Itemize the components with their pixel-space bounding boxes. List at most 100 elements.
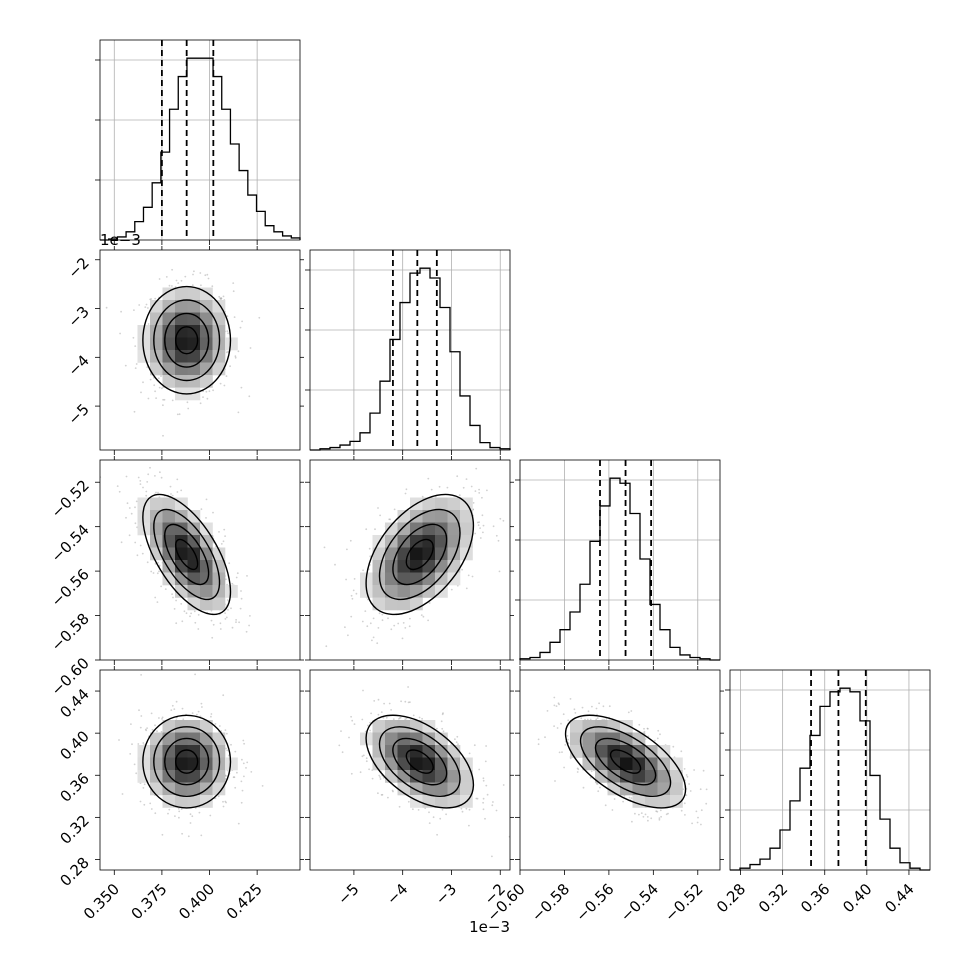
density-cell xyxy=(607,782,621,796)
sample-point xyxy=(338,744,341,747)
density-cell xyxy=(447,795,461,808)
sample-point xyxy=(365,757,368,760)
sample-point xyxy=(120,310,122,313)
sample-point xyxy=(573,708,576,711)
sample-point xyxy=(589,776,592,779)
sample-point xyxy=(377,627,380,629)
contour xyxy=(164,737,210,786)
sample-point xyxy=(175,700,178,703)
sample-point xyxy=(178,816,180,819)
sample-point xyxy=(340,730,342,732)
sample-point xyxy=(138,304,141,306)
density-cell xyxy=(150,325,163,338)
contour xyxy=(153,299,221,382)
sample-point xyxy=(478,521,480,524)
sample-point xyxy=(350,772,353,775)
sample-point xyxy=(388,702,391,705)
sample-point xyxy=(234,356,237,359)
density-cell xyxy=(397,560,411,573)
sample-point xyxy=(139,800,142,803)
sample-point xyxy=(161,833,164,836)
density-cell xyxy=(410,535,423,548)
sample-point xyxy=(478,488,480,491)
sample-point xyxy=(475,797,478,800)
sample-point xyxy=(197,628,200,630)
sample-point xyxy=(177,807,180,810)
sample-point xyxy=(261,785,264,787)
sample-point xyxy=(211,285,214,288)
density-cell xyxy=(397,782,411,796)
density-cell xyxy=(200,350,213,363)
sample-point xyxy=(482,777,485,780)
sample-point xyxy=(171,593,174,595)
density-cell xyxy=(212,560,226,573)
sample-point xyxy=(226,732,228,735)
sample-point xyxy=(182,718,185,721)
sample-point xyxy=(591,705,593,708)
hist-panel-3 xyxy=(725,669,931,875)
sample-point xyxy=(191,284,194,287)
sample-point xyxy=(192,273,194,276)
sample-point xyxy=(460,807,463,810)
sample-point xyxy=(388,518,391,521)
sample-point xyxy=(200,508,203,511)
sample-point xyxy=(554,780,556,782)
density-cell xyxy=(422,510,436,523)
sample-point xyxy=(372,617,375,620)
sample-point xyxy=(369,721,371,724)
x-tick-label: −0.54 xyxy=(617,880,662,925)
sample-point xyxy=(613,798,616,800)
sample-point xyxy=(628,796,631,799)
sample-point xyxy=(219,382,222,385)
sample-point xyxy=(142,381,144,384)
sample-point xyxy=(557,702,560,705)
sample-point xyxy=(623,794,626,797)
x-tick-label: 0.350 xyxy=(80,880,123,923)
hist-panel-0 xyxy=(95,39,301,245)
sample-point xyxy=(235,619,238,621)
sample-point xyxy=(420,614,423,616)
sample-point xyxy=(154,812,157,815)
sample-point xyxy=(380,794,383,796)
density-cell xyxy=(447,497,461,511)
sample-point xyxy=(156,730,158,733)
sample-point xyxy=(154,724,156,727)
x-offset-text: 1e−3 xyxy=(469,918,510,936)
sample-point xyxy=(353,723,356,725)
sample-point xyxy=(440,720,443,723)
contour xyxy=(142,714,232,809)
density-cell xyxy=(200,362,213,376)
density-cell xyxy=(150,362,163,376)
sample-point xyxy=(482,797,485,800)
density-grid xyxy=(360,497,473,611)
density-cell xyxy=(175,547,188,561)
sample-point xyxy=(225,351,228,354)
density-cell xyxy=(632,732,646,746)
sample-point xyxy=(151,728,154,731)
sample-point xyxy=(498,570,501,573)
density-cell xyxy=(187,770,201,783)
sample-point xyxy=(126,502,129,505)
sample-point xyxy=(153,384,156,387)
density-cell xyxy=(397,585,411,598)
density-cell xyxy=(632,782,646,796)
sample-point xyxy=(204,274,207,277)
density-cell xyxy=(187,535,201,548)
sample-point xyxy=(189,822,192,824)
sample-point xyxy=(485,745,487,747)
sample-point xyxy=(146,727,149,729)
sample-point xyxy=(246,575,248,577)
sample-point xyxy=(214,797,217,800)
sample-point xyxy=(144,306,147,308)
scatter-panel-2-3 xyxy=(515,666,724,875)
density-cell xyxy=(200,720,213,733)
x-tick-label: −0.52 xyxy=(661,880,706,925)
sample-point xyxy=(577,768,580,771)
sample-point xyxy=(345,578,347,581)
density-cell xyxy=(187,350,201,363)
density-cell xyxy=(212,770,226,783)
sample-point xyxy=(210,619,213,622)
sample-point xyxy=(176,491,179,493)
panel-frame xyxy=(309,669,511,871)
sample-point xyxy=(141,552,144,555)
